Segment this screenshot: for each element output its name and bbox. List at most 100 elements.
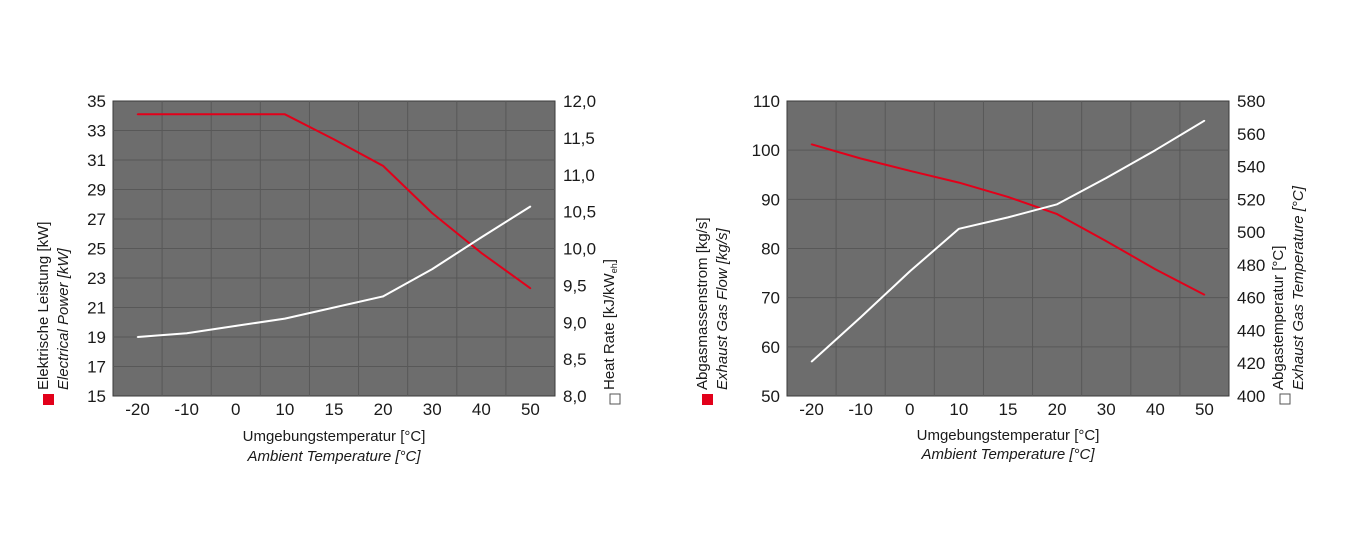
y-left-tick-label: 33	[87, 122, 106, 141]
y-right-axis-label: Heat Rate [kJ/kWeh]	[601, 259, 619, 390]
data-point-right-axis	[234, 325, 237, 327]
data-point-right-axis	[431, 268, 434, 270]
data-point-left-axis	[958, 181, 960, 184]
y-left-tick-label: 35	[87, 92, 106, 111]
x-tick-label: -10	[174, 400, 199, 419]
data-point-left-axis	[1105, 240, 1108, 242]
y-left-tick-label: 31	[87, 151, 106, 170]
chart-electrical-power: 15 17 19 21 23 25 27 29 31 33 35 8,0 8,5 9,0 9,5 10,0 10…	[35, 92, 621, 465]
data-point-right-axis	[908, 270, 911, 273]
x-tick-label: 40	[1146, 400, 1165, 419]
legend-marker-right	[1279, 393, 1291, 405]
y-left-tick-label: 27	[87, 210, 106, 229]
y-right-axis-label-english: Exhaust Gas Temperature [°C]	[1290, 185, 1307, 390]
y-right-tick-label: 520	[1237, 190, 1265, 209]
x-tick-label: 10	[275, 400, 294, 419]
y-left-tick-label: 19	[87, 328, 106, 347]
data-point-left-axis	[431, 212, 434, 214]
y-right-tick-label: 10,0	[563, 240, 596, 259]
data-point-left-axis	[810, 143, 813, 146]
data-point-left-axis	[284, 113, 286, 116]
y-left-tick-label: 70	[761, 289, 780, 308]
data-point-left-axis	[1154, 268, 1157, 270]
y-right-tick-label: 8,0	[563, 387, 587, 406]
data-point-left-axis	[1056, 213, 1058, 215]
y-right-tick-label: 12,0	[563, 92, 596, 111]
y-left-tick-label: 25	[87, 240, 106, 259]
y-right-tick-label: 10,5	[563, 203, 596, 222]
x-axis-label: Umgebungstemperatur [°C]	[243, 428, 426, 445]
y-right-tick-label: 460	[1237, 289, 1265, 308]
y-left-axis-label-english: Electrical Power [kW]	[55, 247, 72, 390]
data-point-right-axis	[136, 336, 139, 338]
x-tick-label: 30	[423, 400, 442, 419]
legend-marker-right	[609, 393, 621, 405]
data-point-left-axis	[185, 113, 188, 116]
y-right-tick-label: 9,0	[563, 313, 587, 332]
x-axis-label-english: Ambient Temperature [°C]	[246, 448, 421, 465]
y-left-tick-label: 80	[761, 240, 780, 259]
data-point-right-axis	[529, 205, 532, 208]
y-left-axis-label: Elektrische Leistung [kW]	[35, 222, 52, 390]
data-point-right-axis	[382, 295, 384, 298]
data-point-right-axis	[1203, 119, 1206, 122]
y-right-tick-label: 540	[1237, 158, 1265, 177]
y-right-tick-label: 420	[1237, 354, 1265, 373]
x-tick-label: 0	[231, 400, 240, 419]
x-tick-label: 15	[999, 400, 1018, 419]
chart-exhaust-gas: 5060708090100110400420440460480500520540…	[694, 92, 1307, 463]
x-tick-label: 20	[1048, 400, 1067, 419]
x-tick-label: 20	[374, 400, 393, 419]
x-tick-label: -20	[799, 400, 824, 419]
data-point-right-axis	[333, 306, 335, 309]
y-right-tick-label: 480	[1237, 256, 1265, 275]
y-right-tick-label: 440	[1237, 321, 1265, 340]
data-point-right-axis	[480, 236, 483, 239]
legend-marker-left	[702, 394, 713, 405]
y-left-tick-label: 29	[87, 181, 106, 200]
y-right-axis-label: Abgastemperatur [°C]	[1270, 246, 1287, 390]
data-point-right-axis	[1154, 149, 1157, 151]
data-point-right-axis	[1007, 216, 1009, 219]
y-left-tick-label: 110	[753, 92, 780, 111]
y-right-tick-label: 11,0	[563, 166, 595, 185]
y-left-tick-label: 17	[87, 358, 106, 377]
x-tick-label: 40	[472, 400, 491, 419]
x-axis-label: Umgebungstemperatur [°C]	[917, 427, 1100, 444]
data-point-left-axis	[480, 252, 483, 254]
x-tick-label: 0	[905, 400, 914, 419]
data-point-right-axis	[1056, 203, 1058, 206]
x-tick-label: -10	[848, 400, 873, 419]
data-point-left-axis	[529, 287, 532, 290]
y-right-tick-label: 8,5	[563, 350, 587, 369]
y-left-tick-label: 60	[761, 338, 780, 357]
x-tick-label: -20	[125, 400, 150, 419]
data-point-left-axis	[136, 113, 139, 116]
y-left-axis-label: Abgasmassenstrom [kg/s]	[694, 217, 711, 390]
y-right-tick-label: 500	[1237, 223, 1265, 242]
data-point-right-axis	[810, 360, 813, 363]
data-point-right-axis	[1105, 177, 1108, 179]
data-point-left-axis	[908, 170, 911, 172]
y-right-tick-label: 560	[1237, 125, 1265, 144]
data-point-left-axis	[382, 165, 384, 167]
y-left-axis-label-english: Exhaust Gas Flow [kg/s]	[714, 227, 731, 390]
data-point-left-axis	[333, 138, 335, 141]
x-axis-label-english: Ambient Temperature [°C]	[920, 446, 1095, 463]
x-tick-label: 30	[1097, 400, 1116, 419]
y-right-tick-label: 11,5	[563, 129, 595, 148]
data-point-left-axis	[859, 157, 862, 160]
x-tick-label: 15	[325, 400, 344, 419]
data-point-right-axis	[284, 317, 286, 320]
y-left-tick-label: 21	[87, 299, 106, 318]
y-left-tick-label: 100	[752, 141, 780, 160]
y-right-tick-label: 400	[1237, 387, 1265, 406]
y-right-tick-label: 9,5	[563, 276, 587, 295]
y-left-tick-label: 50	[761, 387, 780, 406]
data-point-left-axis	[1007, 196, 1009, 198]
x-tick-label: 50	[1195, 400, 1214, 419]
legend-marker-left	[43, 394, 54, 405]
y-right-tick-label: 580	[1237, 92, 1265, 111]
y-left-tick-label: 90	[761, 190, 780, 209]
